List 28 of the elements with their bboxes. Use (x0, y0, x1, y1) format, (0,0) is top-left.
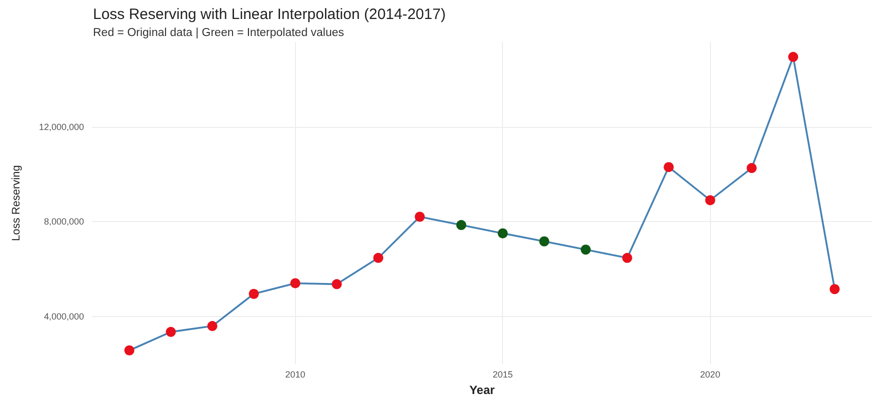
point (248, 288, 259, 299)
x-axis-title: Year (469, 383, 496, 397)
point (414, 212, 425, 222)
point (788, 52, 798, 62)
point (456, 220, 466, 230)
point (580, 244, 591, 255)
point (124, 345, 134, 356)
point (830, 284, 840, 294)
point (373, 252, 384, 263)
x-tick-label: 2015 (492, 370, 513, 380)
point (332, 279, 342, 290)
point (664, 162, 674, 172)
chart-subtitle: Red = Original data | Green = Interpolated values (93, 27, 344, 39)
point (539, 236, 550, 246)
chart-title: Loss Reserving with Linear Interpolation (2014-2017) (93, 6, 446, 23)
point (498, 228, 508, 238)
point (622, 252, 632, 263)
x-tick-label: 2020 (700, 370, 720, 380)
point (705, 195, 716, 206)
point (207, 321, 218, 332)
y-axis-title: Loss Reserving (10, 165, 22, 241)
x-tick-label: 2010 (285, 370, 306, 380)
point (290, 278, 300, 288)
y-tick-label: 8,000,000 (44, 216, 84, 227)
point (166, 326, 176, 337)
point (746, 163, 757, 174)
y-tick-label: 12,000,000 (38, 122, 84, 132)
y-tick-label: 4,000,000 (44, 311, 84, 322)
